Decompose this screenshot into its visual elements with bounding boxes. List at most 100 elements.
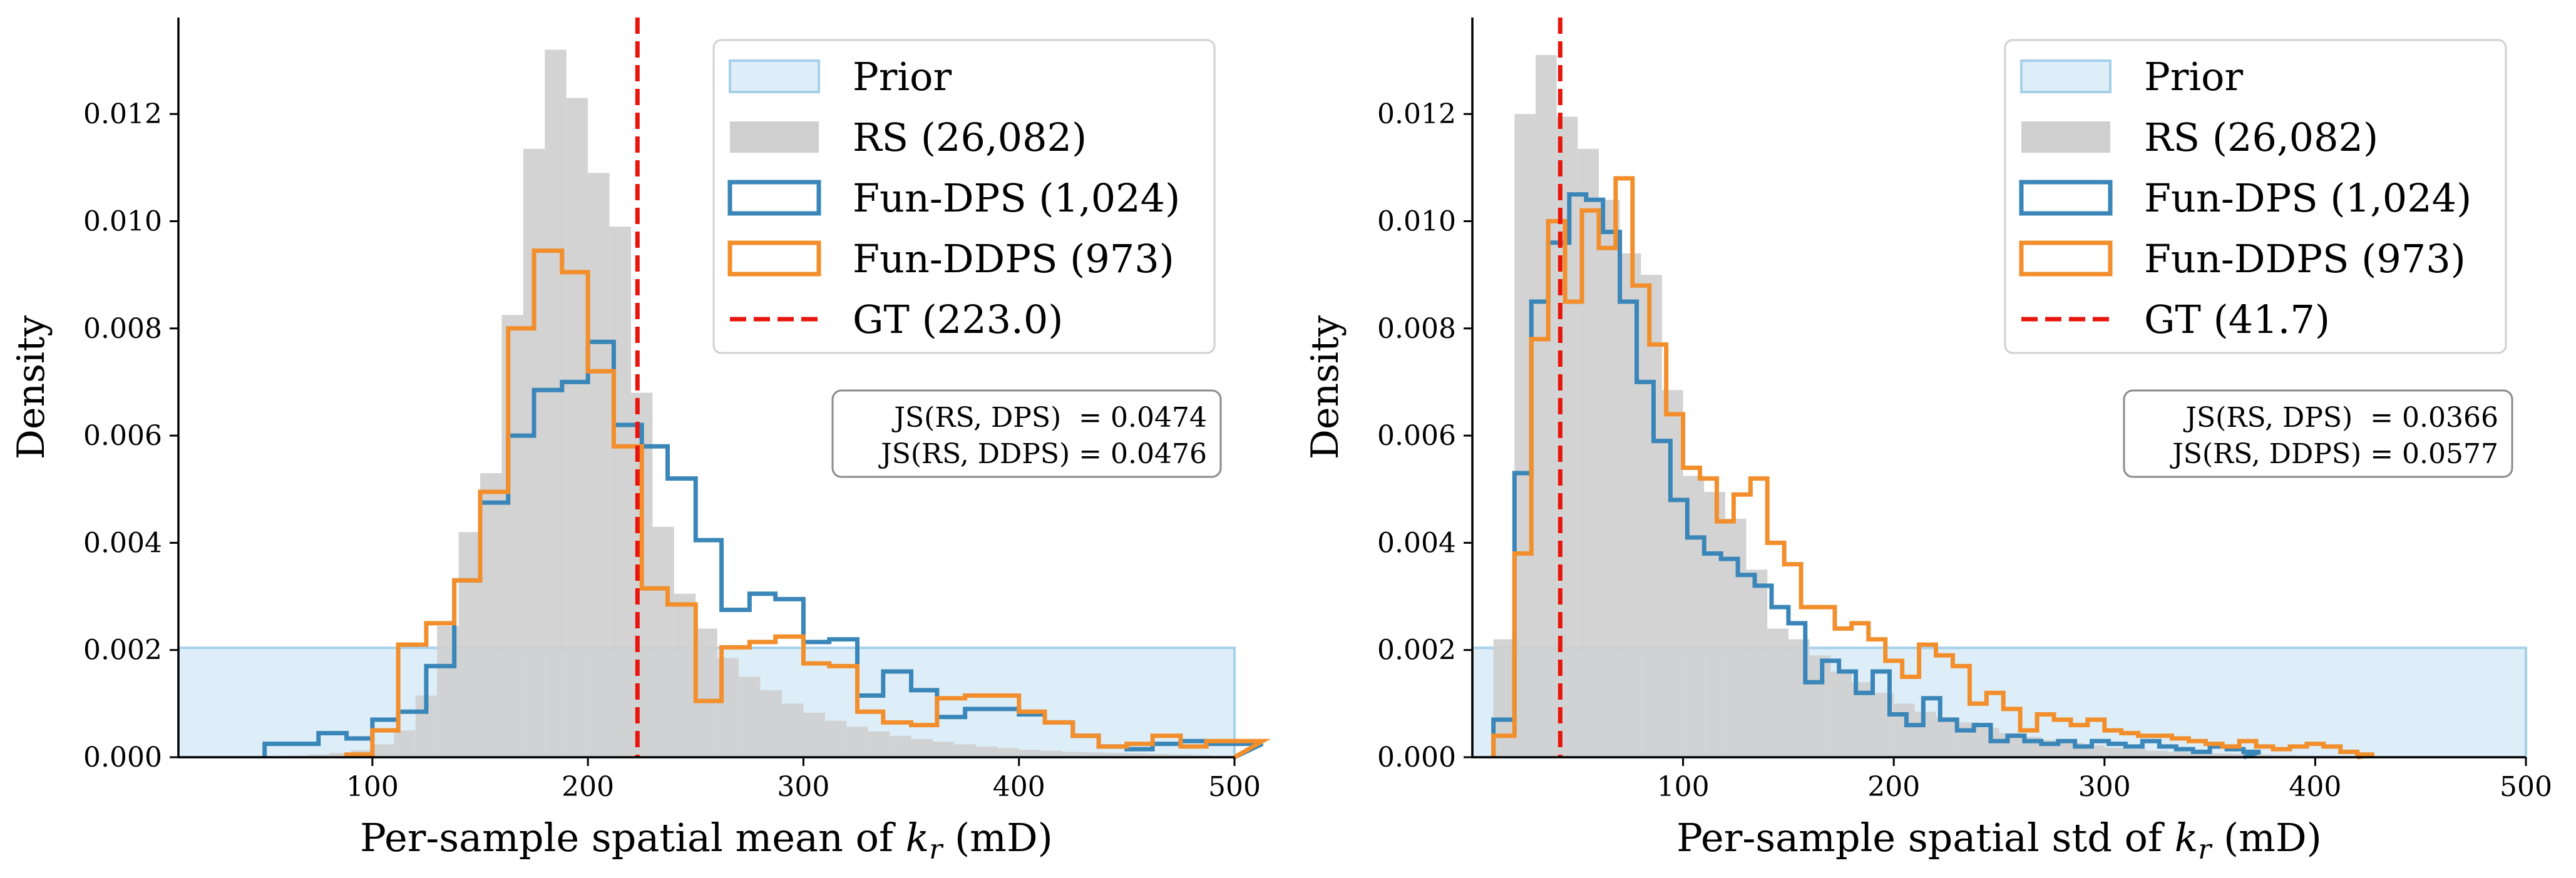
legend-rs: RS (26,082) — [2144, 115, 2378, 160]
x-tick-label: 500 — [2500, 771, 2552, 803]
rs-bar — [1894, 703, 1915, 757]
legend-gt: GT (41.7) — [2144, 297, 2330, 342]
legend-swatch — [2019, 240, 2113, 277]
legend-fun-dps: Fun-DPS (1,024) — [2144, 175, 2471, 221]
rs-bar — [1830, 671, 1852, 757]
js-annotation: JS(RS, DPS) = 0.0474 JS(RS, DDPS) = 0.04… — [831, 389, 1222, 478]
annotation-frame — [2123, 389, 2513, 478]
legend-swatch — [2020, 59, 2112, 93]
rs-bar — [2210, 753, 2231, 757]
legend-gt: GT (223.0) — [853, 297, 1063, 342]
rs-bar — [975, 746, 998, 757]
rs-bar — [890, 735, 911, 757]
right-histogram-panel: 0.000 0.002 0.004 0.006 0.008 0.010 0.012 100 2… — [1303, 18, 2552, 865]
x-tick-label: 200 — [1867, 771, 1920, 803]
x-tick-label: 300 — [2078, 771, 2131, 803]
annotation-ddps: JS(RS, DDPS) = 0.0577 — [2170, 438, 2498, 470]
rs-bar — [782, 703, 804, 757]
axes — [177, 18, 1234, 758]
legend-fun-dps: Fun-DPS (1,024) — [853, 175, 1180, 221]
rs-bar — [2189, 753, 2210, 757]
rs-bar — [1019, 750, 1041, 757]
rs-bar — [1493, 639, 1515, 757]
y-tick-label: 0.006 — [1377, 420, 1456, 452]
legend: Prior RS (26,082) Fun-DPS (1,024) Fun-DDPS … — [712, 39, 1216, 354]
rs-bar — [545, 49, 567, 757]
x-tick-label: 100 — [1657, 771, 1710, 803]
x-tick-label: 400 — [2289, 771, 2341, 803]
legend-prior: Prior — [2144, 54, 2244, 100]
rs-bar — [760, 690, 782, 757]
rs-bar — [1169, 754, 1192, 757]
rs-bar — [1040, 750, 1062, 757]
y-tick-label: 0.002 — [1377, 635, 1456, 666]
x-axis-label-sub: r — [929, 834, 944, 865]
fun-dps-step — [1491, 192, 2261, 760]
y-tick-label: 0.004 — [83, 527, 162, 559]
fun-ddps-histogram — [344, 248, 1271, 760]
rs-bar — [824, 720, 847, 757]
y-tick-label: 0.006 — [83, 420, 162, 452]
rs-bar — [588, 173, 610, 757]
rs-bar — [307, 754, 329, 757]
y-axis-label: Density — [9, 315, 53, 459]
rs-bar — [1126, 753, 1149, 757]
y-tick-label: 0.000 — [1377, 742, 1456, 773]
rs-bar — [1105, 753, 1127, 757]
rs-bar — [1725, 518, 1747, 757]
x-axis-label-suffix: (mD) — [2211, 815, 2322, 860]
x-tick-label: 200 — [562, 771, 614, 803]
js-annotation: JS(RS, DPS) = 0.0366 JS(RS, DDPS) = 0.05… — [2123, 389, 2513, 478]
annotation-frame — [831, 389, 1222, 478]
y-tick-label: 0.010 — [83, 205, 162, 237]
x-ticks: 100 200 300 400 500 — [346, 757, 1261, 803]
y-tick-label: 0.012 — [83, 98, 162, 130]
rs-bar — [372, 744, 394, 757]
annotation-dps: JS(RS, DPS) = 0.0366 — [2183, 402, 2498, 434]
y-axis-label: Density — [1303, 315, 1347, 459]
x-axis-label: Per-sample spatial std of kr (mD) — [1676, 815, 2322, 865]
rs-bar — [2252, 754, 2274, 757]
rs-histogram — [264, 49, 1234, 758]
left-histogram-panel: 0.000 0.002 0.004 0.006 0.008 0.010 0.012 100 2… — [9, 18, 1271, 865]
x-tick-label: 100 — [346, 771, 399, 803]
rs-bar — [911, 738, 933, 757]
rs-bar — [1535, 54, 1557, 757]
x-axis-label-prefix: Per-sample spatial std of — [1676, 815, 2175, 860]
rs-bar — [997, 748, 1019, 757]
rs-bar — [846, 727, 868, 757]
x-tick-label: 500 — [1208, 771, 1261, 803]
rs-bar — [695, 628, 717, 757]
rs-bar — [1084, 752, 1106, 757]
y-tick-label: 0.010 — [1377, 205, 1456, 237]
rs-bar — [2230, 753, 2252, 757]
rs-bar — [1746, 569, 1768, 757]
x-ticks: 100 200 300 400 500 — [1657, 757, 2552, 803]
rs-bar — [674, 593, 696, 757]
legend-prior: Prior — [853, 54, 952, 100]
legend-frame — [712, 39, 1216, 354]
rs-bar — [480, 473, 502, 757]
rs-bar — [501, 315, 523, 757]
legend-frame — [2004, 39, 2507, 354]
legend-fun-ddps: Fun-DDPS (973) — [2144, 236, 2466, 282]
y-ticks: 0.000 0.002 0.004 0.006 0.008 0.010 0.012 — [83, 98, 178, 773]
axes — [1471, 18, 2526, 758]
x-tick-label: 300 — [777, 771, 829, 803]
rs-bar — [1062, 752, 1084, 757]
rs-bar — [1598, 200, 1620, 757]
rs-bar — [609, 227, 631, 758]
fun-ddps-step — [344, 248, 1271, 760]
legend-swatch — [729, 59, 820, 93]
rs-bar — [868, 731, 890, 757]
rs-bar — [739, 676, 761, 757]
rs-bar — [2104, 747, 2126, 757]
rs-bar — [523, 148, 545, 757]
legend-swatch — [2019, 180, 2113, 216]
x-axis-label: Per-sample spatial mean of kr (mD) — [360, 815, 1053, 865]
x-tick-label: 400 — [993, 771, 1045, 803]
rs-bar — [2147, 750, 2168, 757]
legend-swatch — [727, 240, 821, 277]
annotation-ddps: JS(RS, DDPS) = 0.0476 — [878, 438, 1207, 470]
fun-ddps-step — [1491, 176, 2375, 760]
